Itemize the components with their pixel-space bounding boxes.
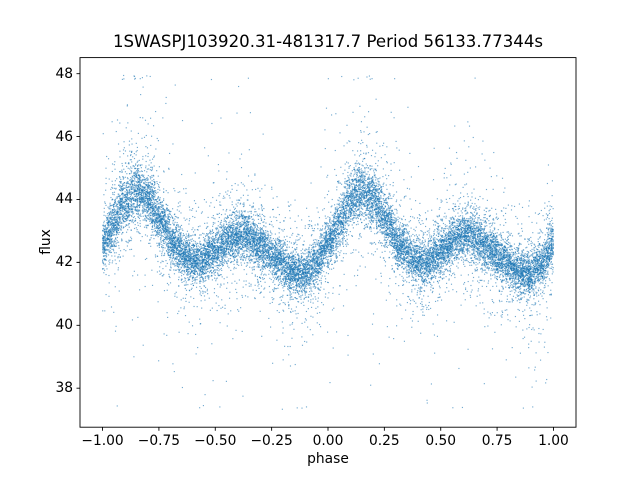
x-tick-label: −1.00 <box>81 433 124 450</box>
y-axis-label: flux <box>38 229 54 255</box>
y-tick-label: 42 <box>55 254 73 271</box>
y-tick-label: 44 <box>55 191 73 208</box>
y-tick-label: 40 <box>55 317 73 334</box>
x-tick-label: 0.50 <box>425 433 457 450</box>
y-tick-label: 38 <box>55 380 73 397</box>
y-tick-label: 48 <box>55 65 73 82</box>
x-tick-label: −0.25 <box>250 433 293 450</box>
x-tick-label: 1.00 <box>538 433 569 450</box>
chart-title: 1SWASPJ103920.31-481317.7 Period 56133.7… <box>112 32 544 51</box>
x-tick-label: 0.75 <box>481 433 513 450</box>
x-tick-label: −0.50 <box>194 433 237 450</box>
x-axis-label: phase <box>307 451 349 467</box>
x-tick-label: −0.75 <box>137 433 181 450</box>
y-tick-label: 46 <box>55 128 73 145</box>
x-tick-label: 0.25 <box>368 433 400 450</box>
x-tick-label: 0.00 <box>312 433 344 450</box>
